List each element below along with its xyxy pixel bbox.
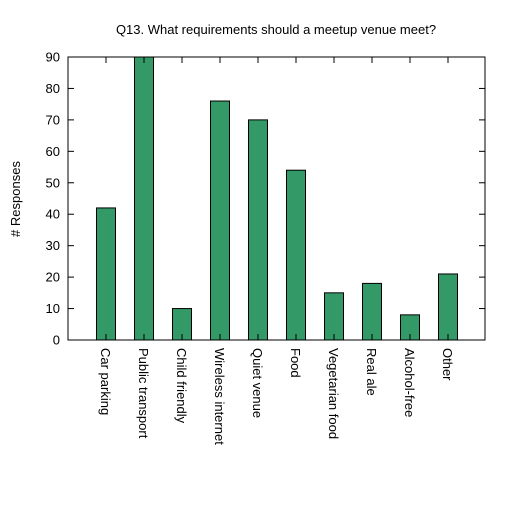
y-tick-label: 70 — [46, 112, 60, 127]
bars-layer — [96, 56, 458, 341]
y-tick-label: 0 — [53, 333, 60, 348]
bar — [96, 207, 116, 341]
x-category-label: Car parking — [98, 348, 113, 415]
bar — [210, 100, 230, 341]
y-tick-label: 20 — [46, 270, 60, 285]
y-tick-label: 80 — [46, 81, 60, 96]
y-tick-label: 40 — [46, 207, 60, 222]
y-axis-label: # Responses — [8, 161, 23, 237]
bar — [134, 56, 154, 341]
x-category-label: Quiet venue — [250, 348, 265, 418]
x-category-label: Public transport — [136, 348, 151, 439]
x-category-label: Child friendly — [174, 348, 189, 424]
x-category-label: Food — [288, 348, 303, 378]
bar — [248, 119, 268, 341]
y-tick-label: 90 — [46, 50, 60, 65]
x-category-label: Vegetarian food — [326, 348, 341, 439]
x-category-label: Real ale — [364, 348, 379, 396]
x-category-label: Other — [440, 348, 455, 381]
x-category-label: Alcohol-free — [402, 348, 417, 417]
x-category-labels: Car parking Public transport Child friendl… — [98, 57, 455, 445]
bar — [324, 292, 344, 341]
y-tick-label: 60 — [46, 144, 60, 159]
y-tick-label: 10 — [46, 301, 60, 316]
x-category-label: Wireless internet — [212, 348, 227, 445]
bar — [438, 273, 458, 341]
chart-title: Q13. What requirements should a meetup v… — [116, 22, 436, 37]
y-tick-label: 50 — [46, 175, 60, 190]
bar — [286, 169, 306, 341]
plot-frame — [67, 56, 486, 341]
y-tick-label: 30 — [46, 238, 60, 253]
y-ticks-layer: 0 10 20 30 40 50 60 70 80 90 — [46, 50, 485, 348]
bar — [362, 282, 382, 341]
